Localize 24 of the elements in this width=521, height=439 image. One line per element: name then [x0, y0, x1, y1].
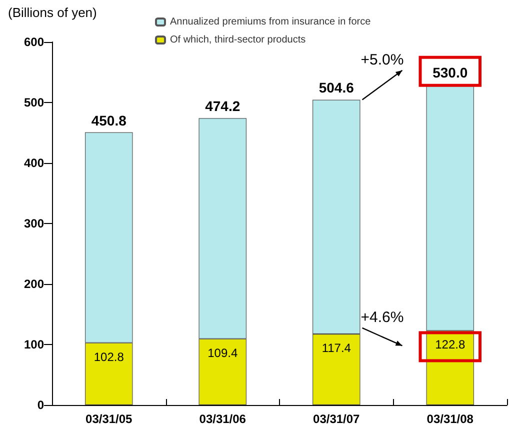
x-tick-label: 03/31/06 [199, 412, 246, 426]
legend-label: Annualized premiums from insurance in force [170, 16, 372, 28]
y-tick-label: 0 [37, 398, 44, 412]
y-tick-label: 200 [24, 277, 44, 291]
total-label: 450.8 [91, 112, 127, 128]
data-label: 109.4 [208, 346, 238, 360]
total-label: 504.6 [318, 80, 354, 96]
y-tick-label: 300 [24, 216, 44, 230]
x-tick-label: 03/31/07 [313, 412, 360, 426]
x-tick-label: 03/31/08 [426, 412, 474, 426]
total-label: 474.2 [205, 98, 240, 114]
y-tick-label: 500 [24, 96, 44, 110]
data-label: 117.4 [322, 340, 352, 355]
x-tick-label: 03/31/05 [86, 412, 133, 426]
y-tick-label: 600 [24, 35, 44, 49]
y-axis-title: (Billions of yen) [8, 5, 97, 20]
annotation: +5.0% [360, 51, 404, 68]
legend-label: Of which, third-sector products [170, 34, 306, 46]
annotation: +4.6% [360, 308, 404, 326]
data-label: 122.8 [435, 338, 466, 352]
data-label: 102.8 [94, 350, 124, 364]
y-tick-label: 400 [24, 156, 44, 170]
total-label: 530.0 [432, 64, 468, 80]
y-tick-label: 100 [24, 338, 44, 352]
